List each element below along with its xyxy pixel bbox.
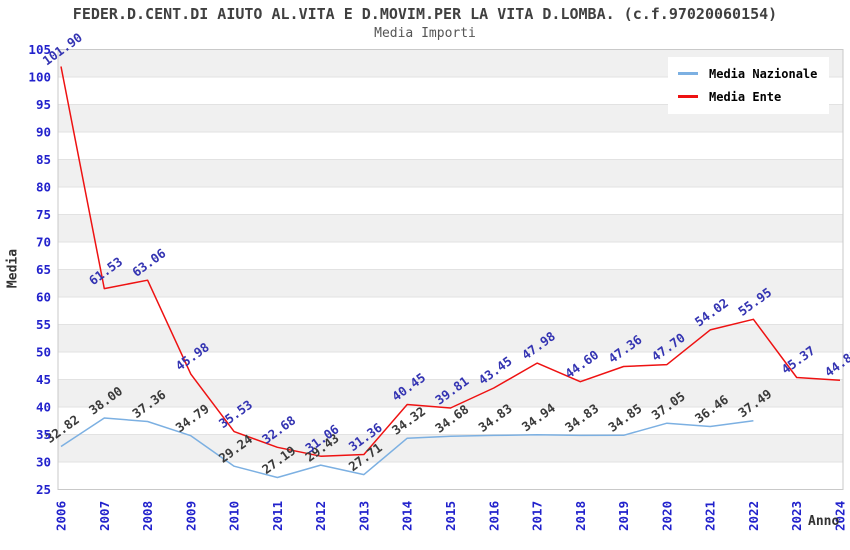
y-tick-label: 70 <box>36 235 51 250</box>
plot-band <box>58 187 843 215</box>
legend-swatch-nazionale-icon <box>678 72 698 75</box>
y-tick-label: 25 <box>36 482 51 497</box>
y-tick-label: 45 <box>36 372 51 387</box>
x-tick-label: 2017 <box>530 501 545 531</box>
x-tick-label: 2008 <box>140 501 155 531</box>
x-tick-label: 2020 <box>659 501 674 531</box>
plot-band <box>58 159 843 187</box>
y-tick-label: 100 <box>28 70 51 85</box>
legend-item-media-ente: Media Ente <box>678 85 817 108</box>
x-tick-label: 2024 <box>833 501 848 531</box>
x-tick-label: 2007 <box>97 501 112 531</box>
x-tick-label: 2021 <box>703 501 718 531</box>
legend-item-media-nazionale: Media Nazionale <box>678 62 817 85</box>
y-tick-label: 55 <box>36 317 51 332</box>
x-tick-label: 2022 <box>746 501 761 531</box>
plot-border <box>57 49 844 490</box>
y-tick-label: 80 <box>36 180 51 195</box>
legend: Media Nazionale Media Ente <box>668 57 830 114</box>
plot-band <box>58 297 843 325</box>
y-axis-title: Media <box>5 248 21 289</box>
x-tick-label: 2023 <box>789 501 804 531</box>
y-tick-label: 95 <box>36 97 51 112</box>
y-tick-label: 50 <box>36 345 51 360</box>
x-tick-label: 2013 <box>356 501 371 531</box>
chart-title: FEDER.D.CENT.DI AIUTO AL.VITA E D.MOVIM.… <box>72 5 778 23</box>
y-tick-label: 105 <box>28 42 51 57</box>
plot-band <box>58 434 843 462</box>
x-tick-label: 2012 <box>313 501 328 531</box>
series-line-media-nazionale <box>60 417 754 479</box>
plot-band <box>58 132 843 160</box>
x-tick-label: 2014 <box>400 501 415 531</box>
plot-band <box>58 324 843 352</box>
chart-subtitle: Media Importi <box>374 26 476 41</box>
x-tick-label: 2006 <box>54 501 69 531</box>
x-tick-label: 2015 <box>443 501 458 531</box>
plot-band <box>58 269 843 297</box>
y-tick-label: 30 <box>36 455 51 470</box>
x-tick-label: 2010 <box>227 501 242 531</box>
legend-swatch-ente-icon <box>678 95 698 98</box>
x-axis-title: Anno <box>808 514 840 529</box>
x-tick-label: 2019 <box>616 501 631 531</box>
series-line-media-ente <box>60 66 841 457</box>
y-tick-label: 75 <box>36 207 51 222</box>
y-tick-label: 40 <box>36 400 51 415</box>
x-tick-label: 2009 <box>183 501 198 531</box>
y-tick-label: 65 <box>36 262 51 277</box>
x-tick-label: 2018 <box>573 501 588 531</box>
y-tick-label: 85 <box>36 152 51 167</box>
plot-band <box>58 352 843 380</box>
legend-label-ente: Media Ente <box>709 89 782 104</box>
x-tick-label: 2011 <box>270 501 285 531</box>
plot-band <box>58 242 843 270</box>
plot-band <box>58 379 843 407</box>
y-tick-label: 90 <box>36 125 51 140</box>
legend-label-nazionale: Media Nazionale <box>709 66 818 81</box>
plot-band <box>58 407 843 435</box>
plot-band <box>58 462 843 490</box>
x-tick-label: 2016 <box>486 501 501 531</box>
plot-band <box>58 214 843 242</box>
y-tick-label: 60 <box>36 290 51 305</box>
y-tick-label: 35 <box>36 427 51 442</box>
